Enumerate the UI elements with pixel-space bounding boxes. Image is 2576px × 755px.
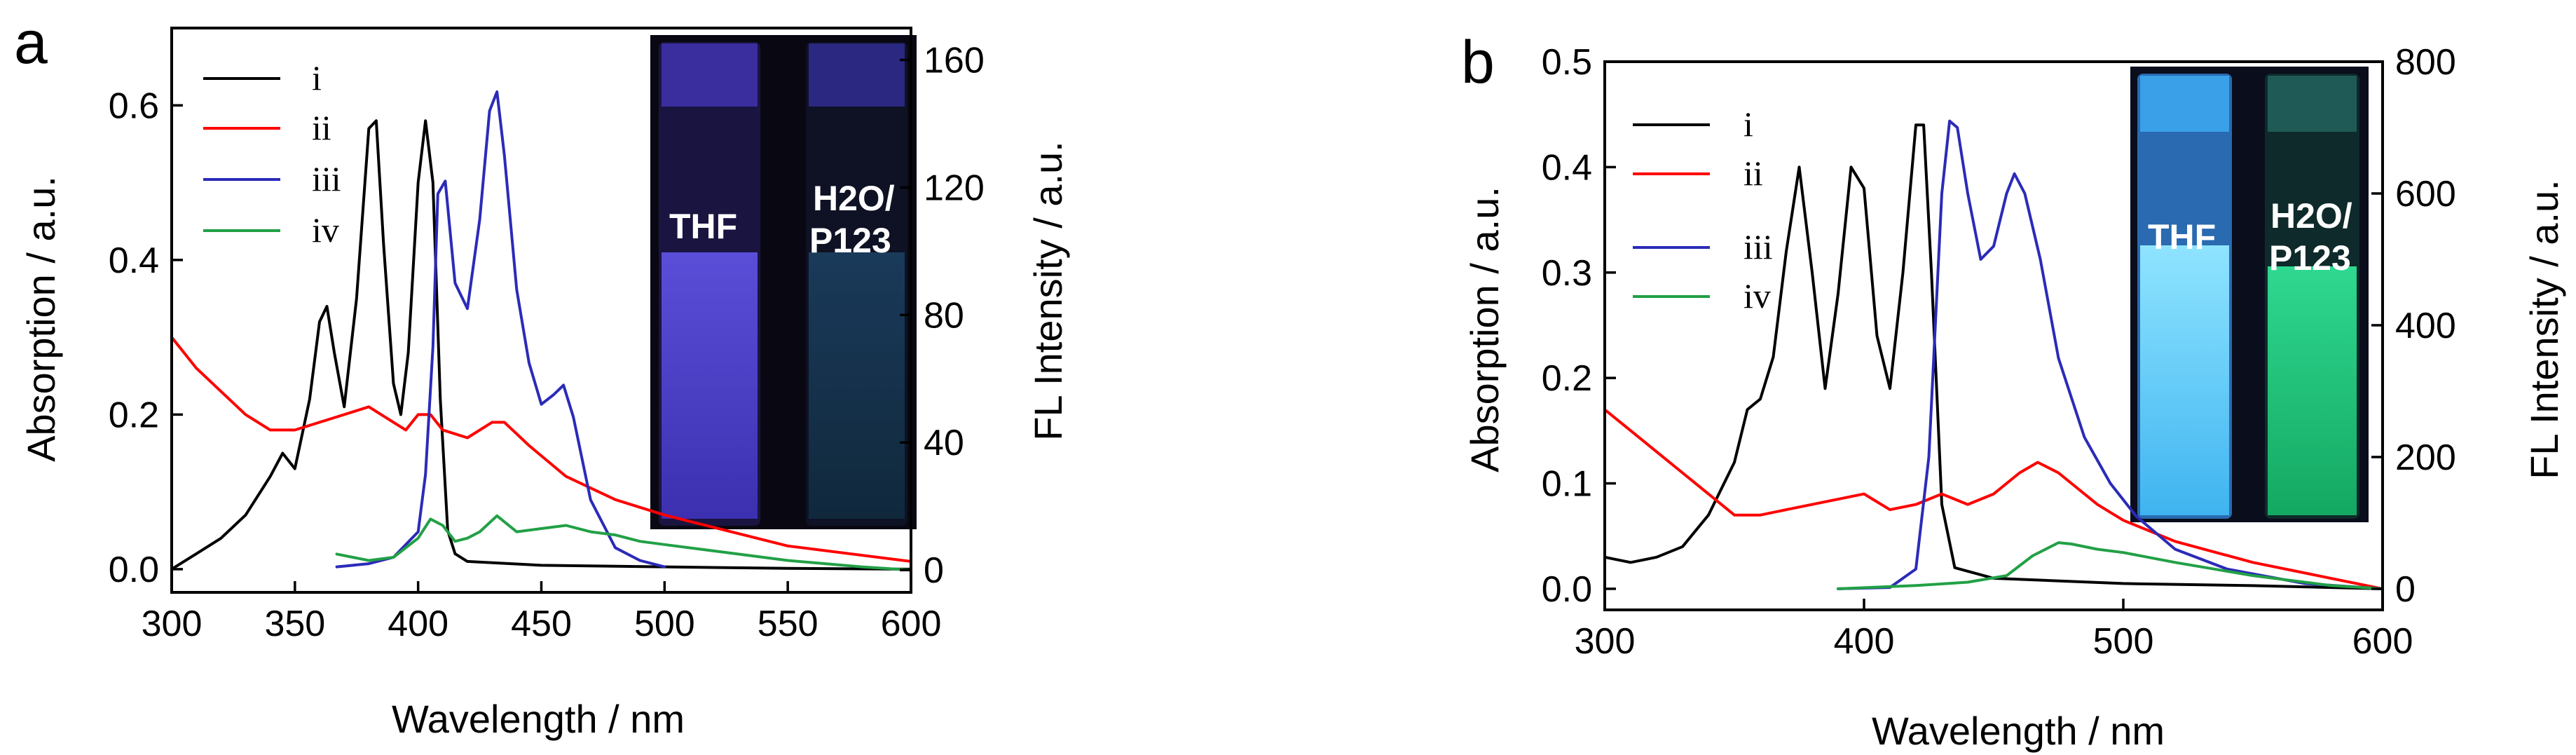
x-tick-label: 500	[2093, 621, 2154, 662]
vial-label-h2o: H2O/	[2270, 196, 2352, 236]
x-tick-label: 600	[881, 604, 942, 644]
y-tick-label-right: 40	[924, 423, 964, 463]
y-axis-title-right: FL Intensity / a.u.	[1026, 141, 1070, 440]
panel-letter: a	[14, 9, 48, 76]
y-tick-label-left: 0.0	[1542, 569, 1592, 610]
legend-label-iii: iii	[312, 159, 341, 198]
panel-b: b THF H2O/ P123 i ii iii iv Wavelength /…	[1461, 29, 2566, 753]
legend-label-iv: iv	[1743, 276, 1771, 315]
vial-label-p123: P123	[2269, 238, 2351, 278]
y-tick-label-left: 0.4	[1542, 147, 1592, 188]
x-tick-label: 300	[142, 604, 203, 644]
x-tick-label: 450	[511, 604, 572, 644]
legend: i ii iii iv	[203, 58, 341, 250]
vial-label-h2o: H2O/	[813, 179, 895, 218]
legend-label-iii: iii	[1743, 227, 1773, 266]
y-tick-label-right: 0	[924, 550, 944, 591]
y-tick-label-left: 0.6	[109, 86, 159, 126]
series-line-iv	[335, 514, 912, 572]
y-axis-title-right: FL Intensity / a.u.	[2522, 179, 2566, 479]
x-tick-label: 350	[264, 604, 325, 644]
legend: i ii iii iv	[1633, 104, 1773, 315]
series-line-ii	[1603, 408, 2384, 590]
series-line-ii	[170, 336, 912, 563]
y-tick-label-right: 200	[2395, 437, 2456, 478]
y-tick-label-right: 400	[2395, 306, 2456, 346]
series-line-i	[1603, 123, 2384, 590]
plot-area: 300 400 500 600 0.0 0.1 0.2 0.3 0.4 0.5 0 200 400 600…	[1542, 42, 2456, 662]
inset-photo: THF H2O/ P123	[2130, 67, 2369, 522]
x-tick-label: 600	[2352, 621, 2413, 662]
vial-label-thf: THF	[669, 207, 737, 246]
series-line-i	[170, 119, 912, 571]
inset-photo: THF H2O/ P123	[650, 35, 917, 529]
legend-label-i: i	[312, 58, 322, 97]
series-line-iv	[1837, 541, 2384, 590]
x-tick-label: 500	[634, 604, 695, 644]
vial-label-thf: THF	[2148, 217, 2216, 257]
vial-p123-liquid	[809, 252, 905, 519]
y-tick-label-left: 0.4	[109, 240, 159, 281]
vial-label-p123: P123	[809, 221, 891, 260]
y-tick-label-left: 0.2	[109, 395, 159, 435]
vial-thf-liquid	[2140, 245, 2229, 515]
legend-label-i: i	[1743, 104, 1753, 144]
y-tick-label-right: 0	[2395, 569, 2416, 610]
x-tick-label: 400	[1834, 621, 1895, 662]
panel-letter: b	[1461, 29, 1495, 96]
legend-label-ii: ii	[312, 108, 331, 147]
vial-thf-cap	[2140, 76, 2229, 132]
vial-thf-cap	[662, 43, 758, 107]
y-tick-label-left: 0.0	[109, 550, 159, 590]
y-tick-label-right: 120	[924, 168, 985, 208]
x-tick-label: 550	[758, 604, 818, 644]
series-line-iii	[1837, 119, 2384, 590]
legend-label-iv: iv	[312, 210, 339, 250]
y-tick-label-right: 80	[924, 295, 964, 336]
panel-a: a THF H2O/ P123 i ii iii iv Wavelength /…	[14, 9, 1070, 741]
y-tick-label-left: 0.2	[1542, 358, 1592, 399]
y-axis-title-left: Absorption / a.u.	[1462, 186, 1507, 472]
series-line-iii	[335, 90, 666, 569]
plot-frame	[1603, 60, 2384, 611]
y-tick-label-right: 600	[2395, 174, 2456, 215]
x-axis-title: Wavelength / nm	[392, 697, 685, 741]
vial-p123-liquid	[2268, 266, 2357, 515]
vial-thf-liquid	[662, 252, 758, 519]
y-tick-label-right: 160	[924, 40, 985, 81]
x-tick-label: 300	[1575, 621, 1636, 662]
plot-area: 300 350 400 450 500 550 600 0.0 0.2 0.4 0.6 0 40 80 12…	[109, 27, 985, 644]
y-axis-title-left: Absorption / a.u.	[19, 176, 63, 462]
y-tick-label-left: 0.1	[1542, 464, 1592, 505]
y-tick-label-left: 0.3	[1542, 253, 1592, 294]
y-tick-label-right: 800	[2395, 42, 2456, 83]
x-tick-label: 400	[388, 604, 448, 644]
vial-p123-cap	[2268, 76, 2357, 132]
x-axis-title: Wavelength / nm	[1872, 709, 2165, 753]
vial-p123-cap	[809, 43, 905, 107]
legend-label-ii: ii	[1743, 154, 1763, 193]
y-tick-label-left: 0.5	[1542, 42, 1592, 83]
